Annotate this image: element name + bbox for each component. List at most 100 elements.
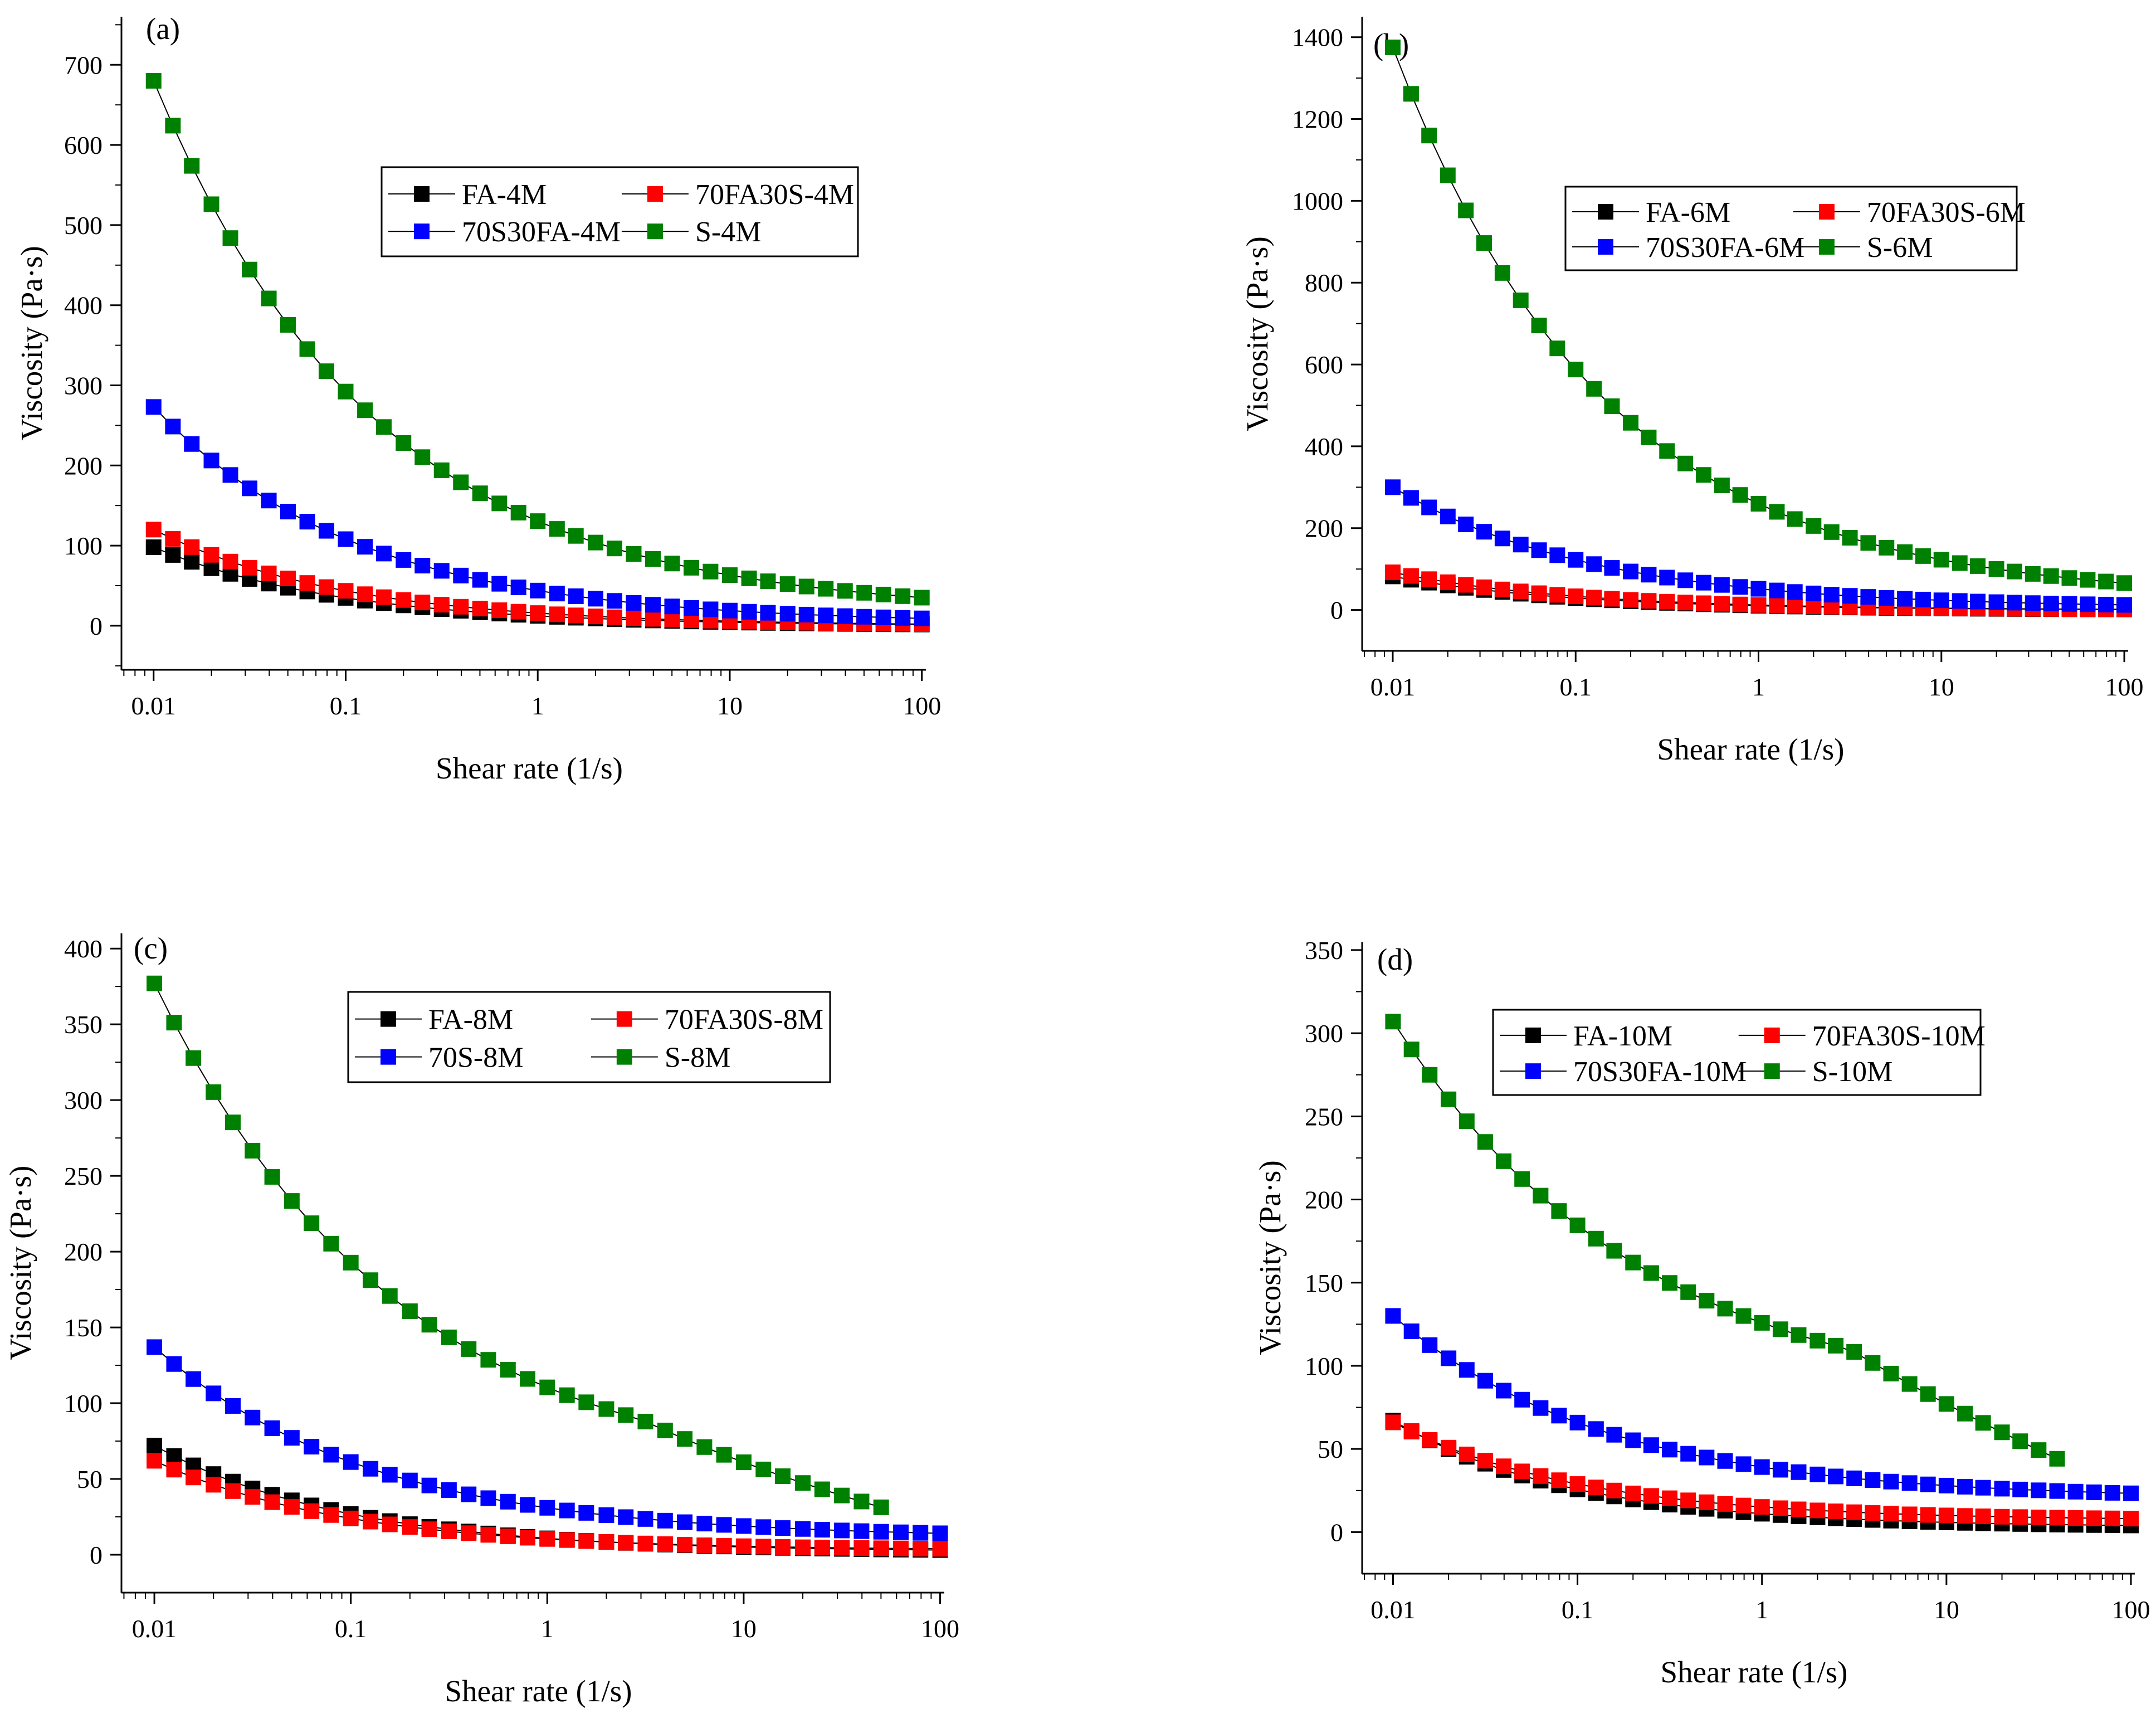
data-point — [145, 539, 162, 555]
data-point — [2061, 570, 2077, 586]
legend-item: 70FA30S-8M — [591, 1004, 823, 1036]
data-point — [1606, 1243, 1622, 1259]
data-point — [1695, 575, 1711, 591]
data-point — [2080, 596, 2096, 612]
data-point — [186, 1469, 202, 1486]
data-point — [2086, 1510, 2102, 1526]
data-point — [1806, 518, 1822, 534]
data-point — [245, 1142, 261, 1159]
data-point — [1586, 556, 1602, 572]
data-point — [1699, 1449, 1715, 1466]
y-tick-label: 300 — [1305, 1019, 1343, 1048]
data-point — [2012, 1433, 2028, 1449]
data-point — [500, 1362, 516, 1378]
data-point — [677, 1537, 693, 1553]
data-point — [1623, 592, 1639, 608]
y-axis-title: Viscosity (Pa·s) — [1240, 236, 1274, 431]
data-point — [165, 531, 181, 547]
data-point — [568, 528, 584, 544]
data-point — [145, 522, 162, 538]
x-tick-label: 0.01 — [1370, 673, 1416, 701]
legend-item: S-10M — [1738, 1056, 1892, 1088]
legend-item: FA-6M — [1572, 197, 1730, 228]
data-point — [932, 1525, 948, 1541]
data-point — [1421, 571, 1437, 587]
data-point — [1459, 1113, 1475, 1130]
data-point — [203, 547, 219, 563]
data-point — [2043, 568, 2059, 584]
data-point — [1662, 1490, 1678, 1506]
data-point — [1496, 1458, 1512, 1474]
data-point — [677, 1431, 693, 1447]
data-point — [1897, 591, 1913, 607]
y-tick-label: 500 — [64, 211, 103, 240]
series-2 — [1384, 479, 2133, 613]
y-tick-label: 100 — [64, 1389, 103, 1418]
data-point — [414, 449, 431, 465]
data-point — [1754, 1315, 1770, 1331]
y-tick-label: 0 — [90, 1541, 103, 1569]
data-point — [299, 575, 315, 591]
data-point — [1772, 1500, 1788, 1516]
data-point — [166, 1462, 182, 1478]
data-point — [568, 607, 584, 624]
data-point — [1920, 1507, 1936, 1523]
data-point — [338, 583, 354, 599]
data-point — [1883, 1473, 1899, 1490]
data-point — [696, 1516, 713, 1532]
data-point — [559, 1502, 575, 1519]
data-point — [873, 1540, 889, 1556]
x-tick-label: 0.01 — [132, 1614, 177, 1643]
data-point — [779, 576, 796, 592]
data-point — [664, 611, 680, 627]
data-point — [519, 1530, 535, 1546]
y-tick-label: 200 — [64, 451, 103, 480]
data-point — [1883, 1506, 1899, 1522]
data-point — [1975, 1480, 1991, 1496]
data-point — [1551, 1408, 1567, 1424]
x-tick-label: 100 — [921, 1614, 959, 1643]
data-point — [795, 1475, 811, 1491]
y-tick-label: 1000 — [1292, 187, 1343, 215]
panel-label: (a) — [146, 12, 180, 46]
data-point — [1477, 1453, 1493, 1469]
data-point — [1533, 1400, 1549, 1416]
data-point — [735, 1538, 752, 1554]
data-point — [1551, 1472, 1567, 1488]
data-point — [472, 572, 488, 588]
legend-label: FA-8M — [428, 1004, 513, 1036]
legend-item: 70FA30S-10M — [1738, 1020, 1986, 1052]
data-point — [853, 1540, 870, 1556]
data-point — [363, 1272, 379, 1288]
data-point — [2043, 596, 2059, 612]
legend-label: FA-4M — [462, 179, 547, 211]
data-point — [1476, 235, 1492, 251]
data-point — [222, 230, 238, 246]
legend-label: S-8M — [665, 1042, 730, 1074]
data-point — [242, 480, 258, 497]
data-point — [343, 1254, 359, 1271]
data-point — [1458, 202, 1474, 218]
data-point — [1384, 564, 1401, 581]
data-point — [895, 610, 911, 626]
y-tick-label: 250 — [64, 1162, 103, 1190]
y-tick-label: 200 — [1305, 514, 1343, 543]
data-point — [1865, 1472, 1881, 1488]
legend-marker — [1598, 204, 1613, 220]
data-point — [1586, 590, 1602, 606]
data-point — [1662, 1275, 1678, 1291]
data-point — [1625, 1254, 1641, 1271]
data-point — [568, 588, 584, 604]
data-point — [637, 1414, 653, 1430]
data-point — [626, 595, 642, 611]
data-point — [645, 611, 661, 627]
data-point — [510, 504, 526, 520]
data-point — [1623, 415, 1639, 431]
data-point — [1846, 1470, 1862, 1486]
data-point — [1680, 1492, 1696, 1508]
data-point — [1791, 1501, 1807, 1517]
data-point — [1441, 1439, 1457, 1456]
data-point — [1496, 1383, 1512, 1399]
data-point — [1828, 1337, 1844, 1354]
series-2 — [1385, 1308, 2139, 1501]
